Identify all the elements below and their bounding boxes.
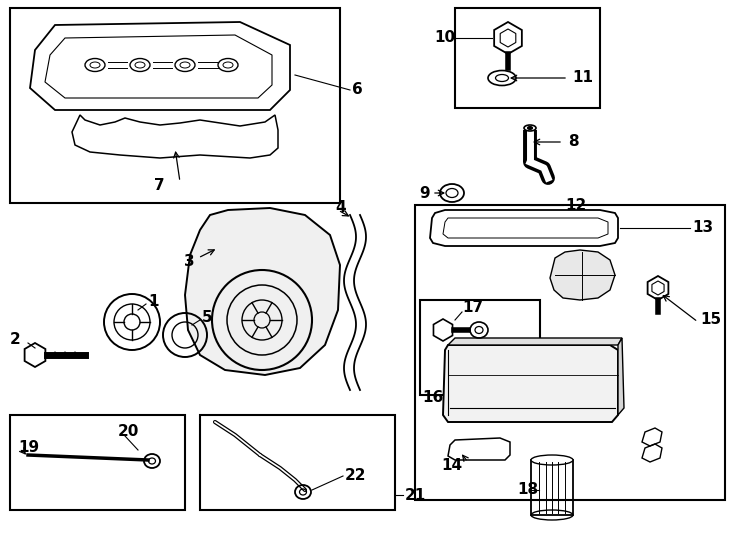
Text: 2: 2 (10, 333, 21, 348)
Text: 11: 11 (572, 71, 593, 85)
Text: 5: 5 (202, 310, 213, 326)
Text: 7: 7 (154, 179, 165, 193)
Polygon shape (618, 338, 624, 415)
Text: 17: 17 (462, 300, 483, 315)
Polygon shape (443, 345, 618, 422)
Text: 16: 16 (422, 390, 443, 406)
Text: 8: 8 (568, 134, 578, 150)
Text: 19: 19 (18, 440, 39, 455)
Text: 3: 3 (184, 254, 195, 269)
Text: 21: 21 (405, 488, 426, 503)
Bar (200, 415, 395, 510)
Text: 20: 20 (118, 424, 139, 440)
Bar (415, 205, 725, 500)
Text: 22: 22 (345, 468, 366, 483)
Ellipse shape (528, 126, 532, 130)
Text: 6: 6 (352, 83, 363, 98)
Bar (10, 415, 185, 510)
Text: 10: 10 (434, 30, 455, 45)
Text: 18: 18 (517, 483, 538, 497)
Polygon shape (550, 250, 615, 300)
Bar (455, 8, 600, 108)
Text: 9: 9 (419, 186, 430, 200)
Polygon shape (448, 338, 622, 345)
Text: 14: 14 (441, 457, 462, 472)
Text: 1: 1 (148, 294, 159, 309)
Text: 13: 13 (692, 220, 713, 235)
Text: 15: 15 (700, 313, 721, 327)
Polygon shape (185, 208, 340, 375)
Bar (10, 8, 340, 203)
Bar (420, 300, 540, 395)
Bar (531, 460, 573, 515)
Ellipse shape (531, 455, 573, 465)
Text: 12: 12 (565, 198, 586, 213)
Text: 4: 4 (335, 199, 346, 214)
